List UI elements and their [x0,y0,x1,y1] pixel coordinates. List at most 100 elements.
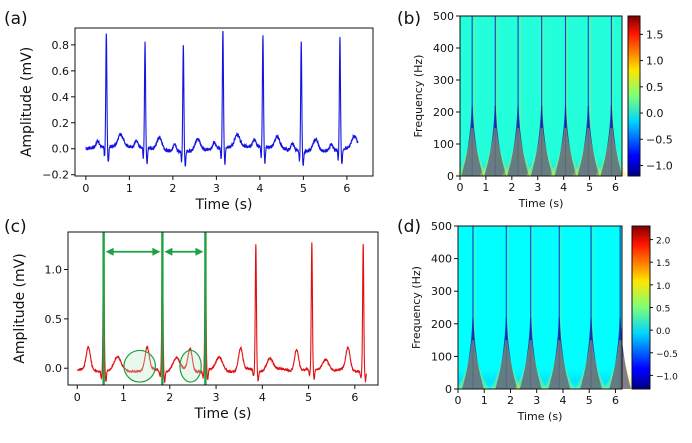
colorbar-tick-label: 2.0 [656,237,671,247]
x-tick-label: 3 [534,181,541,194]
y-tick-label: 0.0 [45,362,63,375]
x-tick-label: 6 [351,391,358,404]
colorbar [631,225,651,390]
y-axis-label: Amplitude (mV) [12,253,28,363]
ridge-halo [549,128,582,176]
y-axis-label: Frequency (Hz) [412,55,425,138]
x-tick-label: 4 [560,181,567,194]
ridge-cone [461,317,484,389]
low-freq-band [458,364,622,366]
x-tick-label: 2 [166,391,173,404]
y-axis-label: Frequency (Hz) [410,266,423,349]
y-tick-label: 400 [431,253,452,266]
x-axis-label: Time (s) [517,410,563,423]
ridge-halo [572,128,605,176]
y-tick-label: 0.6 [52,65,70,78]
ridge-halo [543,340,576,389]
colorbar-tick-label: 0.5 [656,305,670,315]
panel-label-c: (c) [4,217,27,237]
axes-frame [74,27,374,177]
ridge-cone [577,105,600,176]
arrow-head-left-2 [164,247,173,256]
x-tick-label: 1 [120,391,127,404]
low-freq-band [458,381,622,384]
x-tick-label: 1 [481,394,488,407]
low-freq-band [458,375,622,378]
x-tick-label: 1 [126,182,133,195]
y-tick-label: −0.2 [42,169,69,182]
x-tick-label: 3 [533,394,540,407]
y-tick-label: 0 [447,170,454,183]
y-tick-label: 0.4 [52,91,70,104]
scalogram-ridge-7 [595,16,628,176]
ridge-halo [456,340,489,389]
x-tick-label: 6 [612,394,619,407]
colorbar-tick-label: 1.0 [646,55,664,68]
axes-frame [457,225,623,390]
x-axis-label: Time (s) [195,197,253,213]
scalogram-ridge-4 [525,16,558,176]
y-tick-label: 100 [431,350,452,363]
ridge-cone [519,317,542,389]
ridge-cone [495,317,518,389]
highlight-ellipse-2 [179,349,202,383]
ridge-cone [507,105,530,176]
y-tick-label: 500 [433,10,454,23]
colorbar-tick-label: 1.0 [656,282,671,292]
colorbar-tick-label: 0.0 [646,107,664,120]
low-freq-band [458,379,622,382]
x-axis-label: Time (s) [194,406,252,422]
scalogram-ridge-6 [572,16,605,176]
ridge-cone [484,105,507,176]
colorbar-tick-label: 1.5 [656,259,670,269]
panel-label-d: (d) [397,217,421,237]
signal-line [85,30,359,167]
x-tick-label: 4 [256,182,263,195]
arrow-head-left-1 [105,247,114,256]
x-tick-label: 4 [259,391,266,404]
x-tick-label: 2 [507,394,514,407]
scalogram-ridge-6 [604,226,637,389]
scalogram-ridge-3 [502,16,535,176]
x-tick-label: 5 [586,181,593,194]
y-tick-label: 200 [431,318,452,331]
x-tick-label: 2 [508,181,515,194]
panel-label-b: (b) [397,9,421,29]
scalogram-ridge-2 [490,226,523,389]
x-tick-label: 6 [612,181,619,194]
y-tick-label: 200 [433,106,454,119]
ridge-halo [502,128,535,176]
scalogram-ridge-1 [456,226,489,389]
colorbar-tick-label: −1.0 [656,372,678,382]
x-tick-label: 0 [457,181,464,194]
x-tick-label: 5 [300,182,307,195]
y-tick-label: 300 [431,285,452,298]
panel-a: 0 1 2 3 4 5 6 −0.2 0.0 0.2 0.4 0.6 0.8 Time (s) Amplit… [4,9,374,213]
x-tick-label: 0 [74,391,81,404]
ridge-cone [580,317,603,389]
scalogram-ridge-5 [575,226,608,389]
low-freq-band [458,362,622,364]
ridge-cone [530,105,553,176]
arrow-head-right-2 [195,247,204,256]
ridge-halo [604,340,637,389]
ridge-halo [479,128,512,176]
x-tick-label: 6 [343,182,350,195]
ridge-halo [490,340,523,389]
colorbar-tick-label: 0.5 [646,81,664,94]
axes-frame [67,231,379,386]
panel-label-a: (a) [4,9,28,29]
x-tick-label: 1 [482,181,489,194]
y-tick-label: 0.8 [52,39,70,52]
x-axis-label: Time (s) [518,197,564,210]
y-tick-label: 0.2 [52,117,70,130]
signal-line [77,242,367,384]
x-tick-label: 0 [455,394,462,407]
ridge-cone [554,105,577,176]
panel-b: 0 1 2 3 4 5 6 0 100 200 300 400 500 Time (s) Frequency… [397,9,673,210]
highlight-ellipse-1 [123,349,157,383]
y-axis-label: Amplitude (mV) [19,47,35,157]
x-tick-label: 3 [213,391,220,404]
ridge-cone [609,317,632,389]
colorbar-tick-label: −0.5 [656,350,678,360]
